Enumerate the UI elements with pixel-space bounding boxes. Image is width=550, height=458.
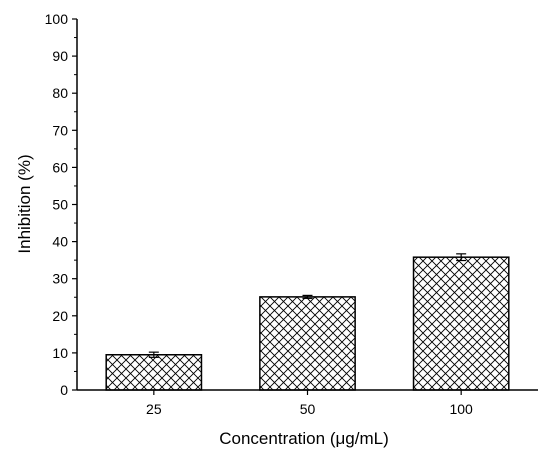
y-axis-title: Inhibition (%) bbox=[15, 154, 34, 253]
y-tick-label: 70 bbox=[52, 122, 68, 138]
bar-25 bbox=[105, 354, 203, 391]
x-tick-label: 50 bbox=[300, 401, 316, 417]
y-tick-label: 60 bbox=[52, 159, 68, 175]
y-tick-label: 40 bbox=[52, 234, 68, 250]
y-tick-label: 50 bbox=[52, 197, 68, 213]
error-bar-100 bbox=[456, 253, 467, 262]
bars bbox=[105, 256, 510, 391]
y-axis-ticks: 0 10 20 30 40 50 60 70 80 90 100 bbox=[45, 11, 77, 398]
bar-100 bbox=[412, 256, 510, 391]
error-bar-25 bbox=[148, 351, 159, 358]
y-tick-label: 30 bbox=[52, 271, 68, 287]
x-tick-label: 100 bbox=[449, 401, 473, 417]
bar-50 bbox=[259, 296, 356, 391]
error-bar-50 bbox=[302, 294, 313, 299]
y-tick-label: 20 bbox=[52, 308, 68, 324]
error-bars bbox=[148, 253, 467, 358]
y-tick-label: 80 bbox=[52, 85, 68, 101]
x-axis-title: Concentration (μg/mL) bbox=[219, 429, 388, 448]
x-axis-ticks: 25 50 100 bbox=[146, 390, 473, 417]
x-tick-label: 25 bbox=[146, 401, 162, 417]
y-tick-label: 10 bbox=[52, 345, 68, 361]
y-tick-label: 0 bbox=[60, 382, 68, 398]
y-tick-label: 100 bbox=[45, 11, 69, 27]
y-tick-label: 90 bbox=[52, 48, 68, 64]
